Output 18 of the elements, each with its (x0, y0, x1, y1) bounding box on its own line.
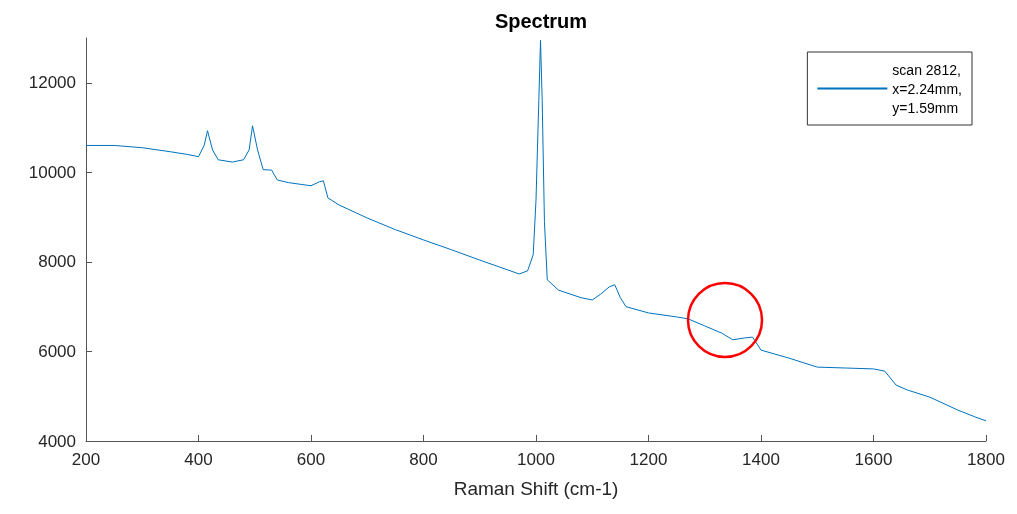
x-tick-label: 200 (71, 450, 101, 469)
x-tick-label: 1600 (854, 450, 893, 469)
x-tick-label: 1200 (629, 450, 668, 469)
x-tick-label: 600 (296, 450, 326, 469)
y-tick-label: 4000 (38, 431, 76, 451)
y-tick-label: 6000 (38, 341, 76, 361)
x-axis-title: Raman Shift (cm-1) (453, 478, 619, 499)
x-tick-label: 800 (409, 450, 438, 469)
y-tick-label: 8000 (38, 252, 76, 272)
x-tick-label: 1000 (517, 450, 555, 469)
x-tick-label: 1800 (967, 450, 1005, 469)
chart-title: Spectrum (494, 10, 588, 32)
line-series (85, 39, 987, 422)
x-tick-label: 1400 (742, 450, 780, 469)
y-tick-label: 10000 (28, 162, 76, 182)
legend-label: scan 2812, x=2.24mm, y=1.59mm (892, 61, 962, 116)
x-tick-label: 400 (184, 450, 213, 469)
y-tick-label: 12000 (28, 73, 76, 93)
